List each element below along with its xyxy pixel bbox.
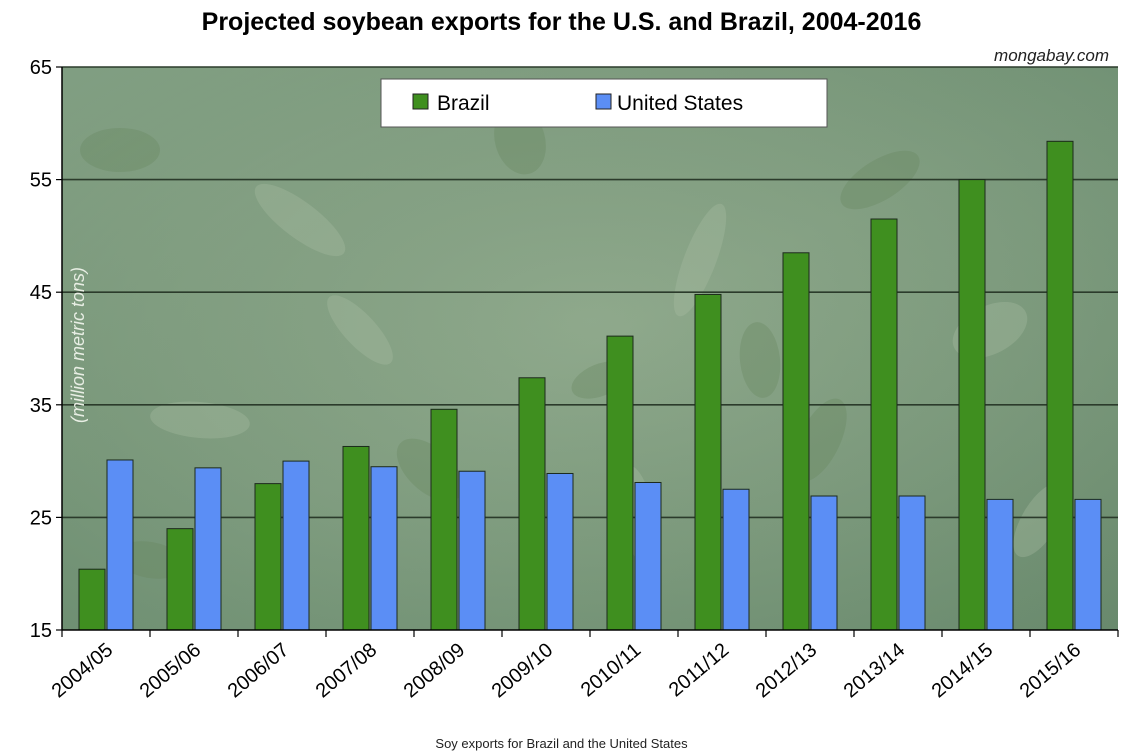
legend-swatch-united-states bbox=[595, 93, 612, 110]
x-tick-label: 2007/08 bbox=[312, 639, 382, 702]
bar-brazil-2014-15 bbox=[958, 179, 986, 631]
legend-label-united-states: United States bbox=[617, 92, 743, 115]
x-tick-label: 2014/15 bbox=[928, 639, 998, 702]
bar-brazil-2005-06 bbox=[166, 528, 194, 631]
x-tick-label: 2006/07 bbox=[224, 639, 294, 702]
bar-united-states-2005-06 bbox=[194, 467, 222, 631]
bar-united-states-2014-15 bbox=[986, 498, 1014, 631]
x-tick-label: 2011/12 bbox=[665, 639, 733, 701]
y-tick-labels: 15 25 35 45 55 65 bbox=[30, 57, 52, 642]
texture-patch bbox=[254, 183, 346, 257]
bar-brazil-2010-11 bbox=[606, 335, 634, 631]
y-tick-label: 35 bbox=[30, 395, 52, 417]
bar-united-states-2006-07 bbox=[282, 460, 310, 631]
bar-brazil-2008-09 bbox=[430, 408, 458, 631]
gridlines bbox=[62, 66, 1118, 519]
y-tick-label: 65 bbox=[30, 57, 52, 79]
x-tick-label: 2013/14 bbox=[840, 639, 910, 702]
bar-brazil-2004-05 bbox=[78, 568, 106, 631]
bar-united-states-2004-05 bbox=[106, 459, 134, 631]
bar-brazil-2012-13 bbox=[782, 252, 810, 631]
texture-patch bbox=[80, 128, 160, 172]
x-tick-label: 2015/16 bbox=[1016, 639, 1086, 702]
bar-brazil-2013-14 bbox=[870, 218, 898, 631]
texture-patch bbox=[739, 322, 781, 398]
y-tick-label: 45 bbox=[30, 282, 52, 304]
y-tick-label: 25 bbox=[30, 507, 52, 529]
bar-united-states-2013-14 bbox=[898, 495, 926, 631]
texture-patch bbox=[673, 203, 727, 317]
texture-patch bbox=[150, 401, 250, 439]
y-tick-label: 15 bbox=[30, 620, 52, 642]
bar-brazil-2011-12 bbox=[694, 293, 722, 631]
bar-brazil-2007-08 bbox=[342, 445, 370, 631]
bar-brazil-2009-10 bbox=[518, 377, 546, 631]
legend-swatch-brazil bbox=[412, 93, 429, 110]
bar-united-states-2012-13 bbox=[810, 495, 838, 631]
bars bbox=[78, 140, 1102, 631]
x-tick-label: 2004/05 bbox=[48, 639, 118, 702]
bar-united-states-2008-09 bbox=[458, 470, 486, 631]
x-tick-label: 2005/06 bbox=[136, 639, 206, 702]
bar-brazil-2006-07 bbox=[254, 483, 282, 631]
texture-patch bbox=[327, 295, 393, 365]
y-tick-label: 55 bbox=[30, 170, 52, 192]
bar-united-states-2009-10 bbox=[546, 472, 574, 631]
source-caption: Soy exports for Brazil and the United St… bbox=[435, 736, 688, 751]
legend: Brazil United States bbox=[380, 78, 828, 128]
legend-label-brazil: Brazil bbox=[437, 92, 490, 115]
x-tick-labels: 2004/05 2005/06 2006/07 2007/08 2008/09 2009/… bbox=[48, 639, 1086, 702]
watermark: mongabay.com bbox=[994, 46, 1109, 65]
bar-united-states-2010-11 bbox=[634, 481, 662, 631]
bar-united-states-2015-16 bbox=[1074, 498, 1102, 631]
bar-united-states-2011-12 bbox=[722, 488, 750, 631]
x-tick-label: 2010/11 bbox=[577, 639, 645, 701]
x-tick-label: 2009/10 bbox=[488, 639, 558, 702]
x-tick-label: 2008/09 bbox=[400, 639, 470, 702]
bar-united-states-2007-08 bbox=[370, 466, 398, 631]
x-tick-label: 2012/13 bbox=[752, 639, 822, 702]
chart-title: Projected soybean exports for the U.S. a… bbox=[201, 8, 922, 36]
axes bbox=[56, 66, 1119, 637]
plot-background-overlay bbox=[62, 67, 1118, 630]
bar-brazil-2015-16 bbox=[1046, 140, 1074, 631]
y-axis-label: (million metric tons) bbox=[68, 267, 88, 423]
